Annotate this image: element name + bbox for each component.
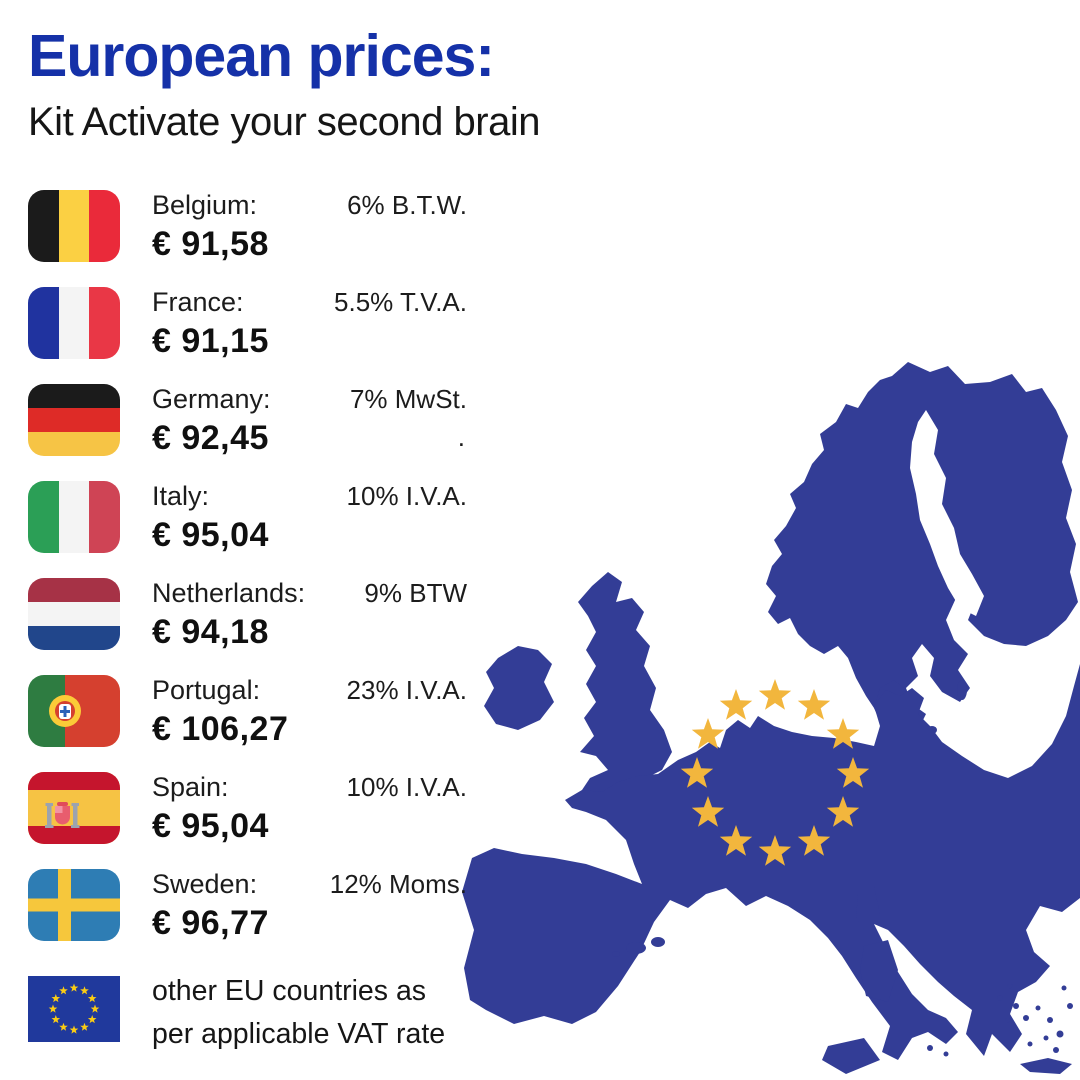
country-price: € 106,27 (152, 710, 289, 748)
map-great-britain (578, 572, 672, 804)
europe-map-silhouette (462, 362, 1080, 1074)
vat-rate: 6% B.T.W. (347, 190, 467, 220)
other-eu-note-line1: other EU countries as (152, 975, 427, 1007)
country-name: France: (152, 287, 244, 317)
italy-flag-icon (28, 481, 120, 553)
other-eu-note-line2: per applicable VAT rate (152, 1018, 446, 1050)
map-mainland (462, 664, 1080, 1060)
country-price: € 92,45 (152, 419, 269, 457)
vat-rate: 10% I.V.A. (346, 481, 467, 511)
country-name: Spain: (152, 772, 229, 802)
price-list: Belgium: 6% B.T.W. € 91,58 France: 5.5% T.… (28, 190, 467, 966)
vat-rate: 10% I.V.A. (346, 772, 467, 802)
map-corsica (856, 886, 880, 932)
germany-flag-icon (28, 384, 120, 456)
country-row-spain: Spain: 10% I.V.A. € 95,04 (28, 772, 467, 845)
country-name: Belgium: (152, 190, 258, 220)
country-name: Netherlands: (152, 578, 306, 608)
other-eu-note: other EU countries as per applicable VAT… (152, 970, 445, 1056)
map-islands (927, 983, 1073, 1057)
country-row-portugal: Portugal: 23% I.V.A. € 106,27 (28, 675, 467, 748)
vat-rate-overflow: . (457, 422, 465, 452)
vat-rate: 7% MwSt. (349, 384, 467, 414)
country-price: € 91,58 (152, 225, 269, 263)
vat-rate: 5.5% T.V.A. (334, 287, 467, 317)
country-name: Germany: (152, 384, 271, 414)
vat-rate: 9% BTW (364, 578, 467, 608)
spain-flag-icon (28, 772, 120, 844)
portugal-flag-icon (28, 675, 120, 747)
country-name: Italy: (152, 481, 210, 511)
country-price: € 96,77 (152, 904, 269, 942)
country-price: € 94,18 (152, 613, 269, 651)
other-eu-row: other EU countries as per applicable VAT… (28, 975, 445, 1056)
country-row-sweden: Sweden: 12% Moms. € 96,77 (28, 869, 467, 942)
country-name: Portugal: (152, 675, 261, 705)
vat-rate: 12% Moms. (329, 869, 467, 899)
belgium-flag-icon (28, 190, 120, 262)
country-price: € 95,04 (152, 807, 269, 845)
country-row-netherlands: Netherlands: 9% BTW € 94,18 (28, 578, 467, 651)
country-name: Sweden: (152, 869, 258, 899)
sweden-flag-icon (28, 869, 120, 941)
page-subtitle: Kit Activate your second brain (28, 100, 540, 144)
map-sicily (822, 1038, 880, 1074)
france-flag-icon (28, 287, 120, 359)
country-row-italy: Italy: 10% I.V.A. € 95,04 (28, 481, 467, 554)
map-ireland (484, 646, 554, 730)
eu-flag-icon (28, 976, 120, 1042)
country-row-germany: Germany: 7% MwSt. € 92,45 . (28, 384, 467, 457)
page-title: European prices: (28, 23, 495, 89)
netherlands-flag-icon (28, 578, 120, 650)
map-crete (1020, 1058, 1072, 1074)
country-price: € 91,15 (152, 322, 269, 360)
map-sardinia (860, 940, 898, 1002)
map-scandinavia (766, 362, 1078, 742)
country-price: € 95,04 (152, 516, 269, 554)
country-row-france: France: 5.5% T.V.A. € 91,15 (28, 287, 467, 360)
vat-rate: 23% I.V.A. (346, 675, 467, 705)
map-gulf-of-bothnia (910, 410, 984, 616)
country-row-belgium: Belgium: 6% B.T.W. € 91,58 (28, 190, 467, 263)
